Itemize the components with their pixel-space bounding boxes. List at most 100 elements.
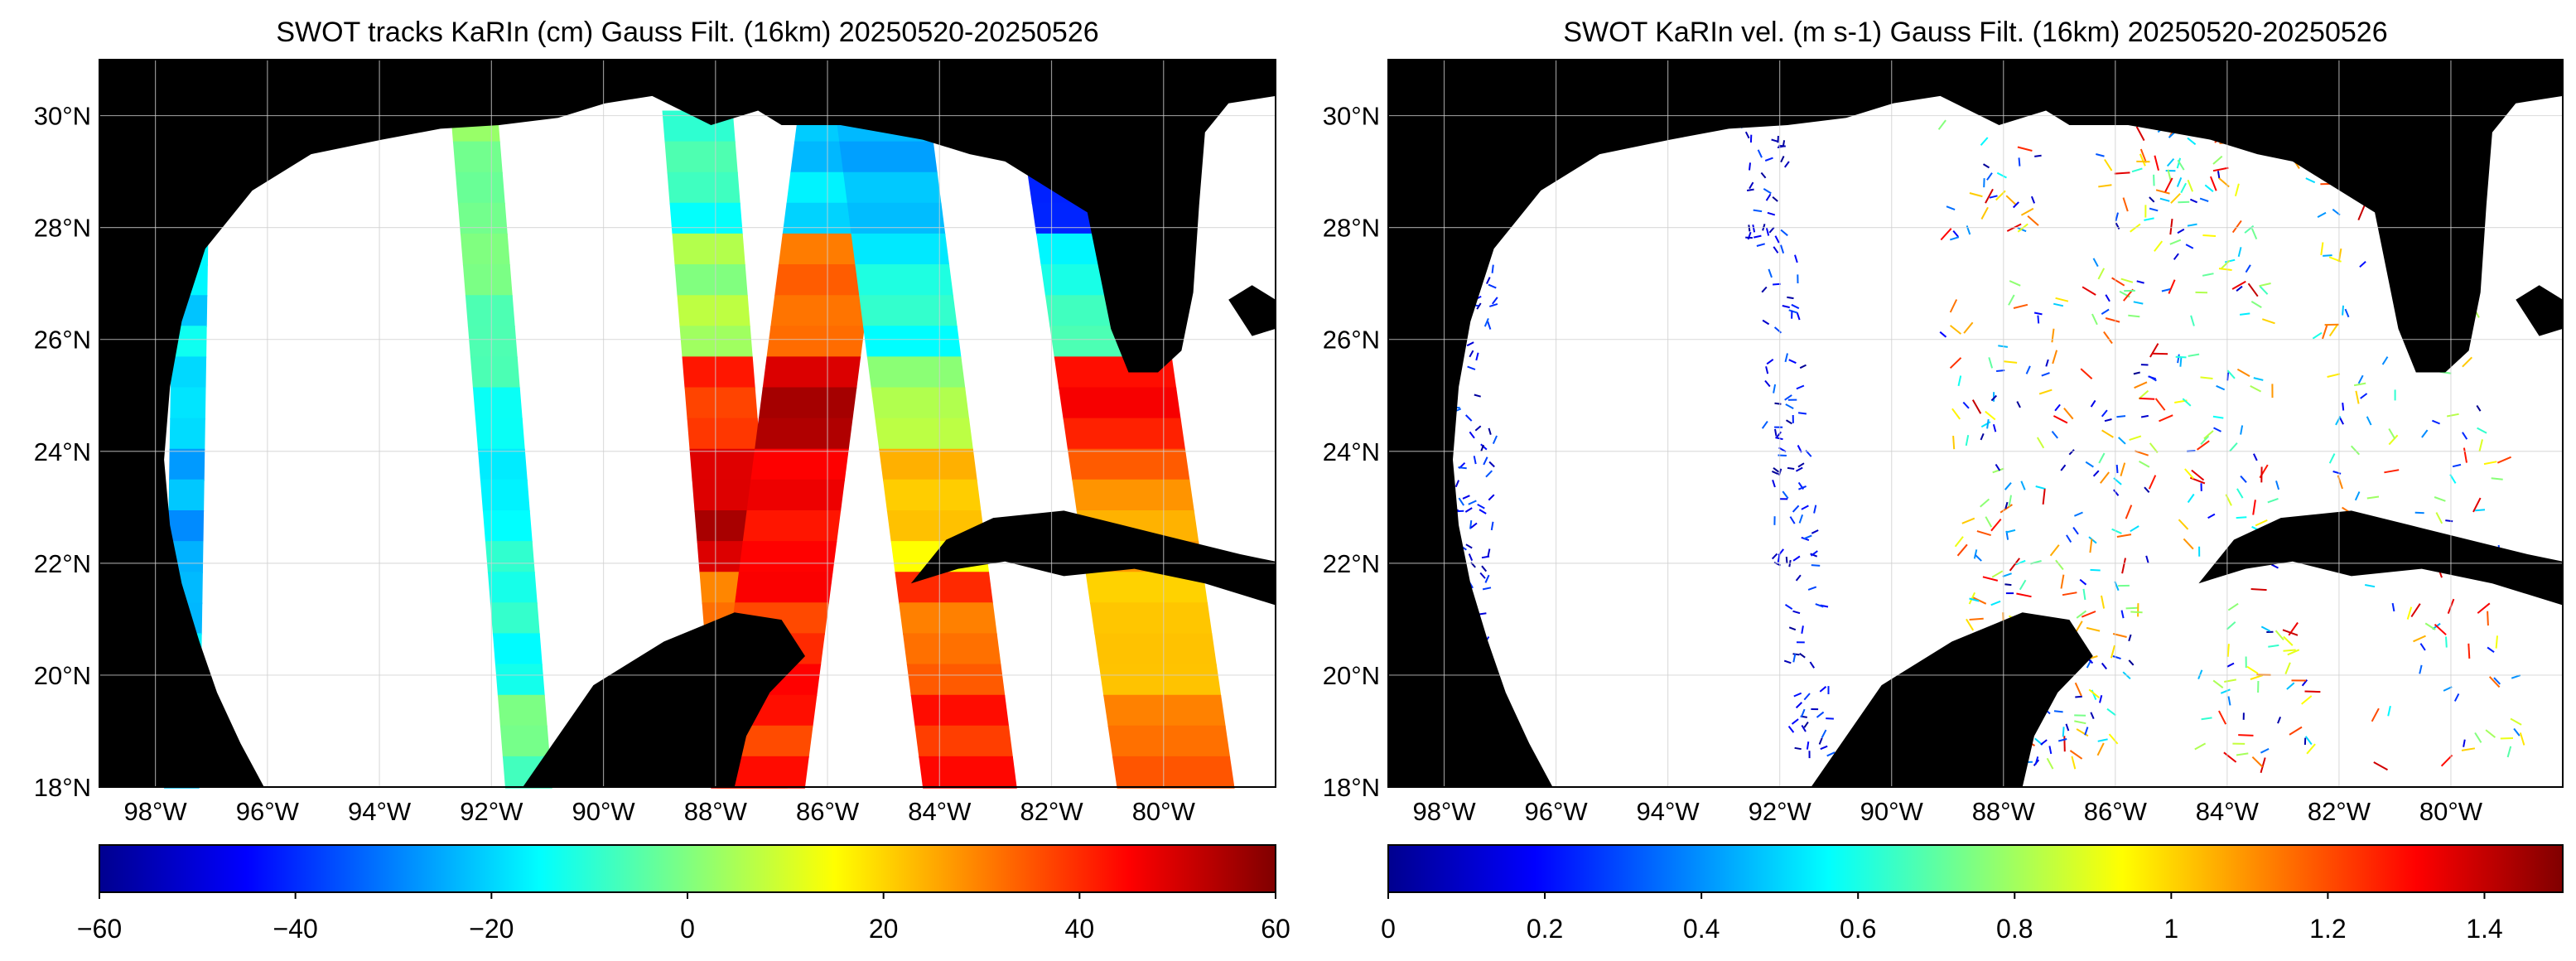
swath-segment (167, 510, 205, 543)
velocity-arrow (1811, 564, 1821, 567)
lat-label: 30°N (34, 102, 91, 131)
velocity-arrow (2332, 471, 2342, 475)
velocity-arrow (2080, 368, 2093, 379)
velocity-arrow (2020, 480, 2026, 490)
velocity-arrow (2134, 381, 2148, 389)
velocity-arrow (2063, 408, 2074, 420)
velocity-arrow (1762, 319, 1770, 326)
swath-segment (475, 418, 525, 451)
velocity-arrow (1768, 226, 1775, 234)
velocity-arrow (2357, 205, 2366, 220)
velocity-arrow (2036, 437, 2045, 449)
velocity-arrow (2236, 488, 2244, 499)
velocity-arrow (2475, 509, 2486, 512)
velocity-arrow (1796, 384, 1805, 390)
velocity-arrow (2139, 397, 2155, 400)
velocity-arrow (2327, 373, 2341, 378)
velocity-arrow (2203, 430, 2214, 440)
velocity-arrow (1986, 418, 1990, 429)
velocity-arrow (2101, 595, 2106, 609)
velocity-arrow (2445, 636, 2448, 648)
colorbar-tick-label: 1.4 (2466, 914, 2502, 944)
swath-segment (774, 264, 873, 297)
velocity-arrow (1962, 401, 1970, 409)
velocity-arrow (2105, 294, 2110, 302)
velocity-arrow (1982, 576, 1999, 582)
lon-label: 86°W (2084, 797, 2148, 826)
velocity-arrow (1787, 466, 1795, 470)
velocity-arrow (1799, 364, 1807, 369)
velocity-arrow (2190, 315, 2195, 326)
swath-segment (687, 418, 760, 451)
velocity-arrow (2082, 286, 2096, 296)
velocity-arrow (1809, 661, 1816, 669)
velocity-arrow (1474, 425, 1482, 432)
panel-ssh-title: SWOT tracks KaRIn (cm) Gauss Filt. (16km… (276, 17, 1098, 48)
velocity-arrow (2177, 354, 2180, 364)
velocity-arrow (1765, 228, 1770, 236)
velocity-arrow (1971, 399, 1982, 414)
velocity-arrow (1784, 603, 1793, 611)
velocity-arrow (2175, 355, 2187, 359)
velocity-arrow (1806, 741, 1810, 750)
velocity-arrow (2076, 728, 2089, 737)
velocity-arrow (1481, 565, 1488, 572)
velocity-arrow (1811, 529, 1819, 534)
velocity-arrow (2074, 511, 2083, 517)
velocity-arrow (1467, 365, 1476, 370)
velocity-arrow (2139, 153, 2146, 167)
map-vel (1387, 59, 2564, 788)
velocity-arrow (2236, 285, 2243, 292)
lat-label: 22°N (34, 549, 91, 578)
velocity-arrow (1795, 574, 1802, 582)
velocity-arrow (1765, 366, 1769, 374)
velocity-arrow (2424, 622, 2436, 630)
swath-segment (1059, 387, 1181, 420)
velocity-arrow (2212, 167, 2229, 172)
velocity-arrow (2217, 171, 2221, 179)
velocity-arrow (1753, 209, 1763, 213)
velocity-arrow (1479, 612, 1487, 616)
velocity-arrow (1773, 384, 1777, 394)
colorbar-tick-label: 60 (1261, 914, 1290, 944)
velocity-arrow (1792, 555, 1801, 562)
velocity-arrow (2496, 456, 2511, 464)
land-1 (1811, 612, 2093, 787)
velocity-arrow (2098, 184, 2112, 188)
colorbar-vel: 0 0.2 0.4 0.6 0.8 1 1.2 1.4 (1381, 844, 2564, 944)
velocity-arrow (1771, 470, 1779, 476)
swath-segment (490, 602, 540, 635)
land-2 (2198, 510, 2563, 606)
velocity-arrow (2074, 682, 2082, 697)
velocity-arrow (1800, 708, 1806, 718)
swath-segment (482, 510, 533, 543)
velocity-arrow (1937, 119, 1946, 130)
velocity-arrow (2413, 635, 2426, 643)
velocity-arrow (1774, 235, 1780, 244)
swath-segment (169, 448, 205, 481)
swath-segment (1103, 694, 1226, 727)
velocity-arrow (2226, 644, 2230, 657)
swath-segment (742, 510, 842, 543)
velocity-arrow (2144, 486, 2150, 493)
velocity-arrow (2016, 592, 2032, 598)
swath-segment (485, 541, 535, 573)
velocity-arrow (2017, 146, 2033, 152)
velocity-arrow (2159, 414, 2173, 423)
lon-label: 98°W (124, 797, 188, 826)
velocity-arrow (2237, 247, 2242, 258)
colorbar-tick-label: 0.6 (1840, 914, 1876, 944)
land-3 (2516, 285, 2563, 336)
velocity-arrow (2131, 167, 2143, 173)
velocity-arrow (2360, 393, 2368, 399)
velocity-arrow (1464, 507, 1473, 513)
velocity-arrow (2161, 288, 2171, 292)
velocity-arrow (1466, 341, 1474, 347)
velocity-arrow (1815, 603, 1824, 608)
velocity-arrow (1773, 467, 1780, 473)
velocity-arrow (1818, 737, 1823, 745)
velocity-arrow (1939, 331, 1947, 338)
velocity-arrow (2159, 197, 2170, 202)
velocity-arrow (2342, 402, 2345, 411)
land-2 (910, 510, 1276, 606)
